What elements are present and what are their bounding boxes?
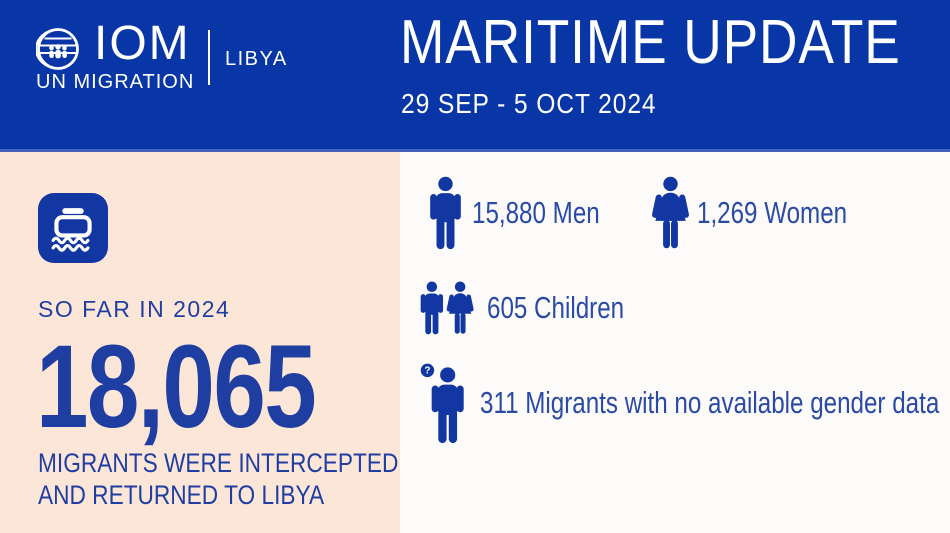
children-icon bbox=[420, 281, 475, 335]
svg-text:?: ? bbox=[424, 365, 430, 376]
total-description-line1: MIGRANTS WERE INTERCEPTED bbox=[38, 448, 399, 478]
total-description-line2: AND RETURNED TO LIBYA bbox=[38, 479, 325, 510]
total-description: MIGRANTS WERE INTERCEPTED AND RETURNED T… bbox=[38, 448, 398, 512]
logo-subtitle-text: UN MIGRATION bbox=[36, 71, 195, 93]
stats-panel: 15,880 Men 1,269 Women 605 Children ? 31… bbox=[400, 152, 950, 533]
stat-unknown-gender-text: 311 Migrants with no available gender da… bbox=[480, 385, 940, 420]
logo-region-text: LIBYA bbox=[225, 48, 288, 70]
stat-children-text: 605 Children bbox=[487, 290, 625, 325]
date-range: 29 SEP - 5 OCT 2024 bbox=[401, 88, 657, 119]
period-label: SO FAR IN 2024 bbox=[38, 296, 231, 322]
stat-men-text: 15,880 Men bbox=[472, 195, 600, 230]
header-bar: IOM LIBYA UN MIGRATION MARITIME UPDATE 2… bbox=[0, 0, 950, 152]
total-migrants-number: 18,065 bbox=[36, 321, 317, 453]
man-icon bbox=[426, 176, 465, 250]
stat-row-unknown-gender: ? 311 Migrants with no available gender … bbox=[420, 362, 950, 444]
iom-globe-logo-icon bbox=[36, 28, 79, 70]
woman-icon bbox=[651, 176, 690, 250]
stat-row-men: 15,880 Men bbox=[426, 176, 636, 250]
page-title: MARITIME UPDATE bbox=[400, 8, 901, 77]
stat-row-children: 605 Children bbox=[417, 280, 663, 336]
logo-divider bbox=[208, 30, 210, 85]
stat-row-women: 1,269 Women bbox=[651, 176, 889, 250]
summary-panel: SO FAR IN 2024 18,065 MIGRANTS WERE INTE… bbox=[0, 152, 400, 533]
ship-icon bbox=[38, 193, 108, 263]
unknown-gender-icon: ? bbox=[420, 363, 464, 443]
logo-org-text: IOM bbox=[94, 17, 191, 70]
stat-women-text: 1,269 Women bbox=[697, 195, 848, 230]
